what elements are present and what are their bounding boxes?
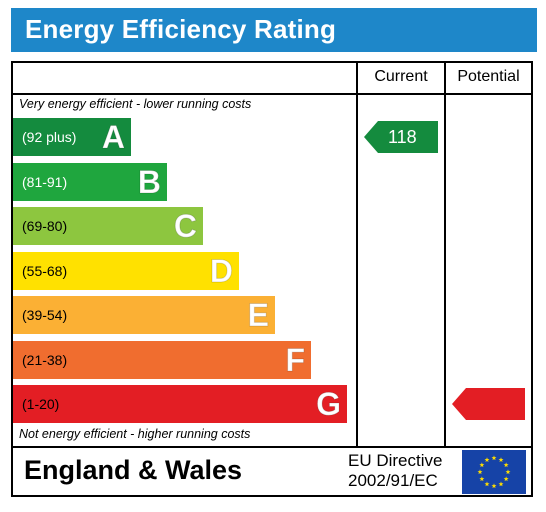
- current-arrow-tip: [364, 121, 378, 153]
- band-d: (55-68) D: [13, 251, 239, 290]
- band-letter: E: [247, 297, 269, 334]
- footer-divider: [13, 446, 531, 448]
- band-range: (21-38): [22, 351, 68, 368]
- band-range: (81-91): [22, 173, 68, 190]
- current-rating-value: 118: [388, 127, 417, 147]
- current-arrow-body: [378, 121, 438, 153]
- band-f: (21-38) F: [13, 340, 311, 379]
- current-column-divider: [356, 63, 358, 448]
- current-rating-arrow: 118: [364, 121, 438, 153]
- potential-column-divider: [444, 63, 446, 448]
- eu-flag-icon: [462, 450, 526, 494]
- band-letter: B: [137, 163, 161, 200]
- directive-line-2: 2002/91/EC: [348, 471, 438, 490]
- eu-star-icon: [484, 457, 490, 462]
- band-range: (39-54): [22, 307, 68, 323]
- band-range: (55-68): [22, 262, 68, 279]
- potential-arrow-tip: [452, 388, 466, 420]
- band-letter: G: [316, 386, 342, 423]
- potential-rating-arrow: [452, 388, 525, 420]
- band-range: (1-20): [22, 396, 60, 412]
- eu-star-icon: [505, 469, 511, 475]
- region-label: England & Wales: [24, 455, 243, 485]
- eu-star-icon: [479, 476, 485, 482]
- band-a: (92 plus) A: [13, 118, 131, 156]
- potential-arrow-body: [466, 388, 525, 420]
- inefficient-note: Not energy efficient - higher running co…: [19, 427, 251, 441]
- eu-star-icon: [498, 457, 504, 462]
- eu-star-icon: [498, 481, 504, 487]
- band-g: (1-20) G: [13, 385, 347, 423]
- band-range: (69-80): [22, 218, 68, 234]
- current-column-header: Current: [374, 68, 428, 85]
- rating-table: Current Potential Very energy efficient …: [11, 61, 533, 497]
- eu-star-icon: [491, 483, 497, 489]
- directive-line-1: EU Directive: [348, 451, 443, 470]
- band-letter: A: [101, 119, 125, 156]
- header-divider: [13, 93, 531, 95]
- band-letter: D: [209, 252, 233, 289]
- band-c: (69-80) C: [13, 207, 203, 245]
- eu-star-icon: [503, 476, 509, 482]
- page-title: Energy Efficiency Rating: [25, 14, 337, 44]
- band-e: (39-54) E: [13, 296, 275, 334]
- potential-column-header: Potential: [457, 68, 520, 85]
- eu-star-icon: [477, 469, 483, 475]
- eu-star-icon: [491, 455, 497, 461]
- band-range: (92 plus): [22, 129, 77, 145]
- band-letter: F: [285, 341, 306, 378]
- title-bar: Energy Efficiency Rating: [11, 8, 537, 52]
- band-letter: C: [173, 208, 197, 245]
- eu-star-icon: [479, 462, 485, 468]
- eu-star-icon: [484, 481, 490, 487]
- band-b: (81-91) B: [13, 162, 167, 201]
- eu-star-icon: [503, 462, 509, 468]
- efficient-note: Very energy efficient - lower running co…: [19, 97, 252, 111]
